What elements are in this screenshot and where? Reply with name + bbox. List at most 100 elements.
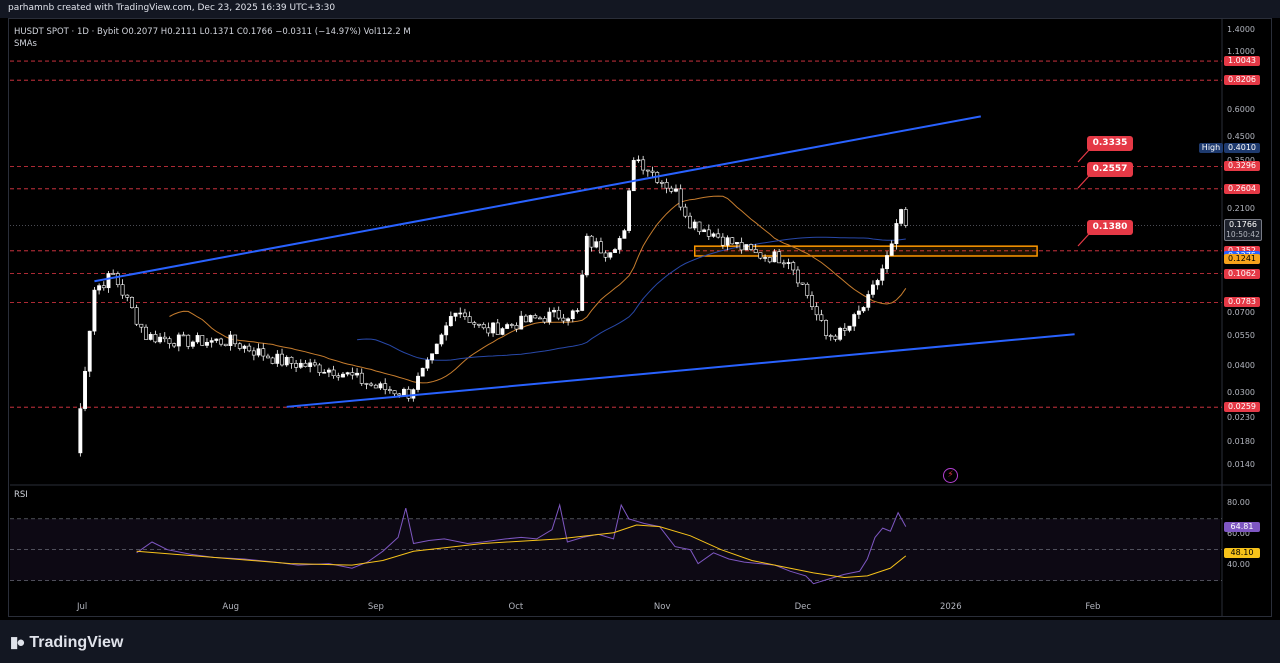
candle-body (148, 334, 153, 340)
price-axis-label: 0.0230 (1227, 413, 1255, 423)
time-axis-label: Nov (653, 602, 671, 612)
candle-body (444, 325, 449, 336)
candle-body (256, 348, 261, 356)
candle-body (200, 335, 205, 346)
high-label-tag: High (1199, 142, 1223, 153)
current-price-tag: 0.1766 10:50:42 (1224, 218, 1262, 241)
candle-body (763, 257, 768, 259)
time-axis-label: Feb (1085, 602, 1101, 612)
price-axis-label: 1.4000 (1227, 24, 1255, 34)
candle-body (730, 237, 735, 245)
candle-body (129, 296, 134, 308)
candle-body (523, 315, 528, 323)
candle-body (406, 388, 411, 399)
trendlines[interactable] (94, 115, 1075, 408)
candle-body (336, 375, 341, 378)
candle-body (190, 341, 195, 347)
candle-body (383, 383, 388, 390)
candle-body (720, 236, 725, 246)
candle-body (101, 285, 106, 289)
sma-slow-line (357, 236, 906, 361)
tradingview-logo: ▮● TradingView (10, 633, 123, 652)
price-callout[interactable]: 0.3335 (1087, 136, 1133, 151)
candle-body (716, 233, 721, 238)
candle-body (847, 325, 852, 331)
candle-body (303, 362, 308, 367)
symbol-legend[interactable]: HUSDT SPOT · 1D · Bybit O0.2077 H0.2111 … (14, 27, 411, 37)
candle-body (266, 355, 270, 359)
candle-body (697, 221, 702, 233)
candle-body (373, 384, 378, 389)
candle-body (711, 233, 716, 237)
candle-body (824, 320, 828, 336)
candle-body (861, 307, 866, 312)
candle-body (598, 241, 603, 254)
support-zone[interactable] (693, 245, 1038, 257)
price-callout[interactable]: 0.1380 (1087, 220, 1133, 235)
candle-body (491, 322, 496, 334)
candle-body (810, 295, 814, 307)
rsi-axis-label: 40.00 (1227, 560, 1250, 570)
candle-body (453, 312, 458, 317)
candle-body (87, 330, 92, 372)
level-lines (10, 18, 1272, 617)
candle-body (247, 345, 252, 352)
candle-body (641, 159, 646, 171)
price-axis-label: 0.0700 (1227, 308, 1255, 318)
candle-body (462, 312, 467, 317)
candle-body (467, 316, 472, 323)
candle-body (205, 341, 209, 346)
price-callout[interactable]: 0.2557 (1087, 162, 1133, 177)
candle-body (781, 262, 786, 265)
candle-body (852, 314, 857, 327)
candle-body (153, 334, 158, 343)
trendline (94, 115, 981, 283)
price-level-tag: 0.0783 (1224, 297, 1260, 308)
header-bar: parhamnb created with TradingView.com, D… (0, 0, 1280, 18)
candle-body (369, 383, 374, 386)
candle-body (509, 324, 514, 326)
time-axis-label: Jul (77, 602, 88, 612)
price-level-tag: 0.0259 (1224, 402, 1260, 413)
candle-body (500, 328, 505, 335)
candle-body (167, 338, 172, 344)
candle-body (842, 327, 847, 331)
candle-body (209, 340, 214, 343)
candle-body (434, 343, 439, 355)
candle-body (767, 257, 772, 263)
candle-body (355, 372, 359, 376)
candle-body (575, 310, 580, 312)
time-axis-label: Aug (222, 602, 240, 612)
high-price-tag: 0.4010 (1224, 142, 1260, 153)
chart-panel[interactable] (8, 18, 1272, 617)
candle-body (744, 244, 749, 251)
rsi-ma-value-tag: 48.10 (1224, 547, 1260, 558)
candle-body (158, 336, 163, 343)
candle-body (678, 188, 683, 208)
price-level-tag: 0.8206 (1224, 75, 1260, 86)
candle-body (289, 356, 294, 364)
candle-body (308, 362, 313, 367)
sma-fast-line (169, 195, 907, 384)
rsi-axis-label: 80.00 (1227, 498, 1250, 508)
candle-body (345, 372, 350, 375)
candle-body (556, 309, 561, 319)
candle-body (838, 327, 843, 340)
sma-legend[interactable]: SMAs (14, 39, 37, 49)
candle-body (772, 251, 777, 263)
candle-body (486, 327, 491, 334)
callout-connector (1077, 233, 1090, 247)
alert-icon[interactable]: ⚡ (943, 468, 958, 483)
candle-body (589, 235, 594, 248)
candle-body (885, 255, 889, 270)
candle-body (97, 285, 102, 291)
rsi-legend[interactable]: RSI (14, 490, 28, 500)
candle-body (120, 284, 125, 296)
candle-body (448, 316, 453, 327)
candle-body (481, 324, 486, 329)
candle-body (411, 389, 416, 399)
candle-body (392, 390, 397, 395)
candle-body (739, 242, 744, 251)
candle-body (805, 283, 810, 296)
